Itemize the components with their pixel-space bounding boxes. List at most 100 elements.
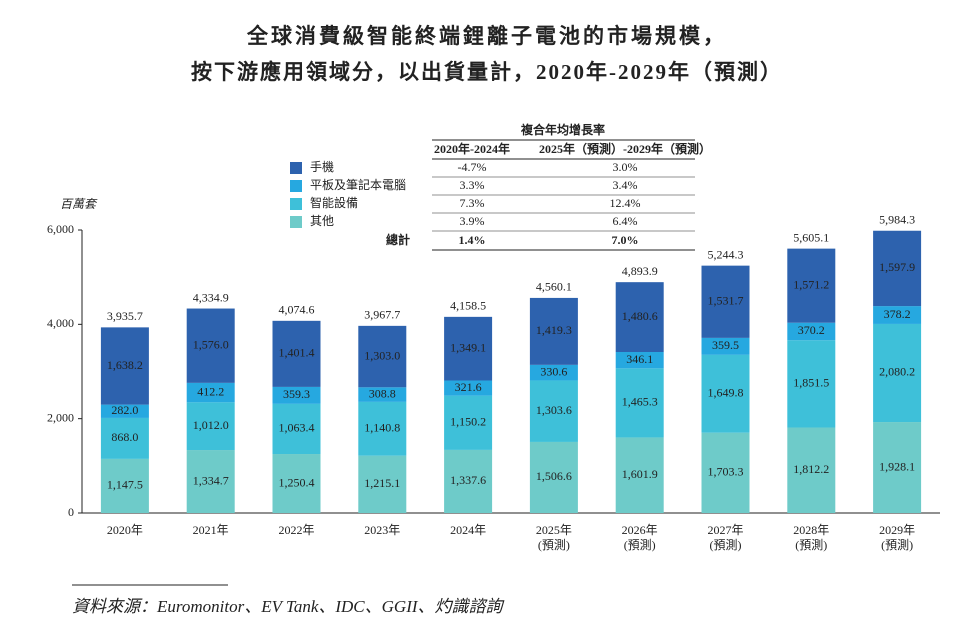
bar-segment [615, 368, 664, 438]
table-cell: 12.4% [610, 196, 641, 210]
chart-title: 全球消費級智能終端鋰離子電池的市場規模， [246, 24, 727, 48]
x-tick-label: 2024年 [450, 523, 487, 537]
bar-segment [873, 306, 922, 324]
bar-segment [529, 297, 578, 365]
x-tick-label: 2026年 (預測) [621, 523, 658, 552]
bar-segment [272, 403, 321, 455]
bar-segment [358, 325, 407, 388]
y-axis-label: 百萬套 [60, 197, 98, 211]
x-tick-label: 2027年 (預測) [707, 523, 744, 552]
x-tick-label: 2025年 (預測) [535, 523, 572, 552]
chart-subtitle: 按下游應用領域分，以出貨量計，2020年-2029年（預測） [191, 60, 783, 84]
legend-swatch [290, 162, 302, 174]
bar-segment [358, 401, 407, 456]
value-label: 1,480.6 [622, 309, 658, 323]
bar-segment [529, 380, 578, 442]
legend-swatch [290, 216, 302, 228]
legend-label: 手機 [310, 159, 334, 174]
source: 資料來源：Euromonitor、EV Tank、IDC、GGII、灼識諮詢 [72, 597, 505, 616]
bar-segment [529, 441, 578, 513]
value-label: 1,851.5 [793, 376, 829, 390]
value-label: 1,928.1 [879, 459, 915, 473]
bar-segment [615, 352, 664, 369]
value-label: 370.2 [798, 323, 825, 337]
table-title: 複合年均增長率 [520, 122, 605, 137]
value-label: 330.6 [540, 364, 567, 378]
value-label: 378.2 [884, 307, 911, 321]
x-tick-label: 2022年 [278, 523, 315, 537]
table-total-cell: 1.4% [459, 233, 486, 247]
bar-segment [358, 455, 407, 513]
value-label: 1,012.0 [193, 418, 229, 432]
value-label: 1,337.6 [450, 473, 486, 487]
x-tick-label: 2029年 (預測) [879, 523, 916, 552]
value-label: 868.0 [111, 430, 138, 444]
value-label: 1,349.1 [450, 340, 486, 354]
bar-segment [529, 364, 578, 381]
bar-segment [701, 354, 750, 433]
x-tick-label: 2023年 [364, 523, 401, 537]
legend-label: 平板及筆記本電腦 [310, 177, 406, 192]
value-label: 1,597.9 [879, 260, 915, 274]
value-label: 1,571.2 [793, 277, 829, 291]
value-label: 1,063.4 [279, 421, 315, 435]
total-label: 4,334.9 [193, 290, 229, 304]
table-cell: 6.4% [613, 214, 638, 228]
legend-label: 智能設備 [310, 195, 358, 210]
bar-segment [444, 395, 493, 450]
value-label: 359.5 [712, 338, 739, 352]
table-cell: 3.0% [613, 160, 638, 174]
value-label: 1,147.5 [107, 478, 143, 492]
table-total-label: 總計 [386, 232, 410, 247]
bar-segment [272, 454, 321, 513]
bar-segment [444, 449, 493, 513]
bar-segment [100, 458, 149, 513]
value-label: 1,649.8 [708, 386, 744, 400]
bar-segment [787, 322, 836, 341]
bar-segment [615, 282, 664, 353]
value-label: 1,703.3 [708, 465, 744, 479]
value-label: 1,419.3 [536, 323, 572, 337]
total-label: 5,984.3 [879, 212, 915, 226]
x-tick-label: 2021年 [192, 523, 229, 537]
bar-segment [186, 382, 235, 403]
value-label: 1,215.1 [364, 476, 400, 490]
legend-swatch [290, 198, 302, 210]
x-tick-label: 2020年 [106, 523, 143, 537]
table-cell: 3.3% [460, 178, 485, 192]
value-label: 1,576.0 [193, 337, 229, 351]
bar-segment [873, 230, 922, 307]
table-total-cell: 7.0% [612, 233, 639, 247]
bar-segment [787, 427, 836, 513]
table-cell: 7.3% [460, 196, 485, 210]
bar-segment [186, 402, 235, 451]
x-tick-label: 2028年 (預測) [793, 523, 830, 552]
value-label: 359.3 [283, 387, 310, 401]
total-label: 4,158.5 [450, 299, 486, 313]
bar-segment [701, 337, 750, 355]
table-cell: -4.7% [458, 160, 487, 174]
value-label: 321.6 [455, 380, 482, 394]
value-label: 1,531.7 [708, 294, 744, 308]
legend-label: 其他 [310, 214, 334, 228]
value-label: 1,601.9 [622, 467, 658, 481]
total-label: 3,935.7 [107, 309, 143, 323]
y-tick-label: 4,000 [47, 316, 74, 330]
total-label: 3,967.7 [364, 308, 400, 322]
value-label: 1,465.3 [622, 395, 658, 409]
value-label: 1,334.7 [193, 473, 229, 487]
value-label: 1,506.6 [536, 469, 572, 483]
bar-segment [701, 265, 750, 338]
bar-segment [358, 387, 407, 402]
value-label: 1,250.4 [279, 475, 315, 489]
legend-swatch [290, 180, 302, 192]
value-label: 2,080.2 [879, 365, 915, 379]
value-label: 346.1 [626, 352, 653, 366]
bar-segment [272, 386, 321, 404]
bar-segment [186, 308, 235, 383]
total-label: 4,074.6 [279, 303, 315, 317]
total-label: 4,560.1 [536, 280, 572, 294]
bar-segment [873, 422, 922, 513]
